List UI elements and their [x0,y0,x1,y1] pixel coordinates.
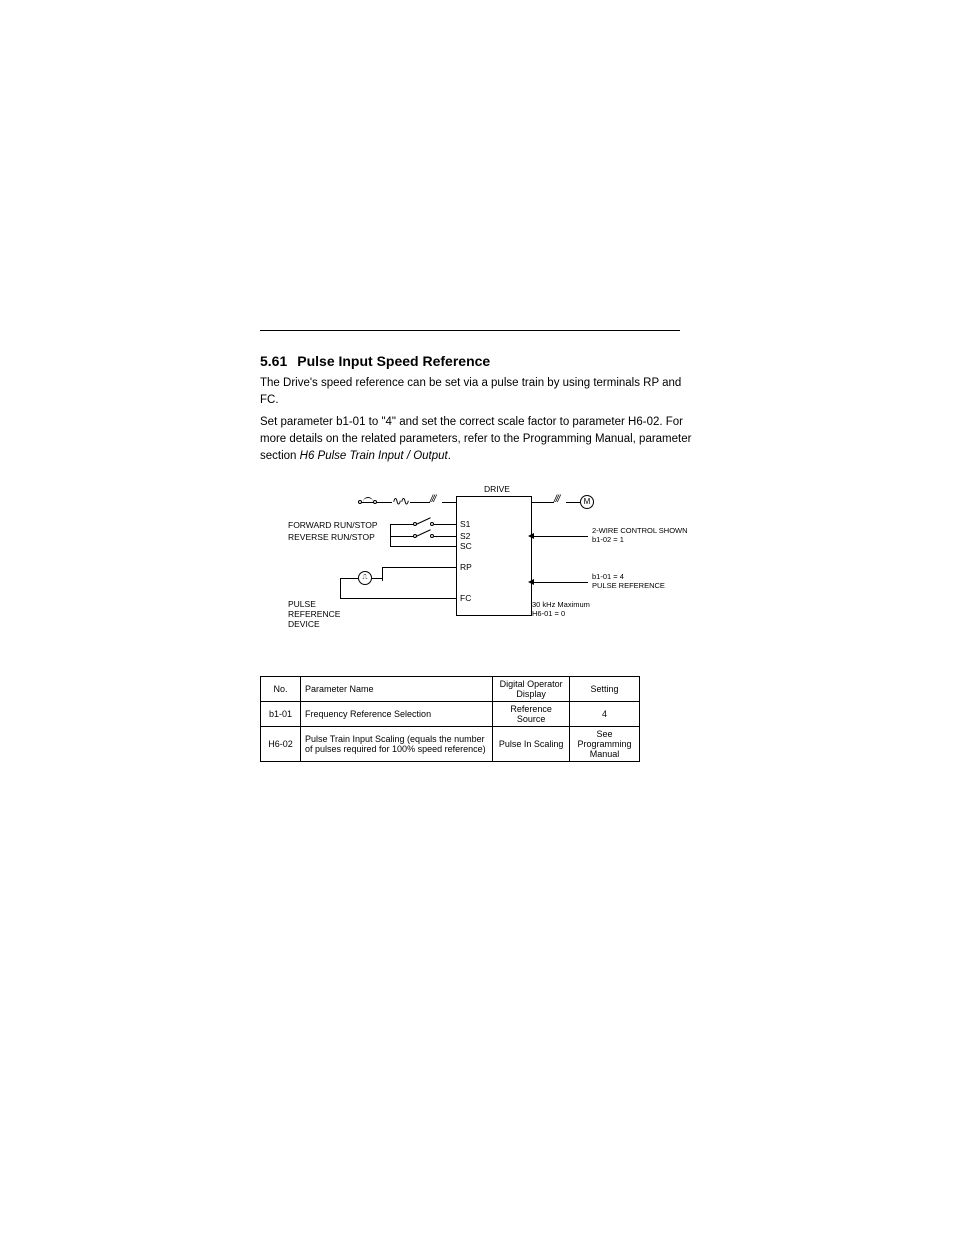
terminal-s1: S1 [460,519,470,529]
three-phase-slash-right: /// [554,494,559,505]
wiring-diagram: DRIVE ∿∿ /// /// M FORWARD RUN/STOP S1 R… [260,472,680,662]
cell-name: Frequency Reference Selection [301,702,493,727]
power-line-left-4 [442,502,456,503]
s2-switch [416,530,431,538]
three-phase-slash-left: /// [430,494,435,505]
annot-ref-text: b1-01 = 4 PULSE REFERENCE [592,572,665,590]
intro-paragraph-1: The Drive's speed reference can be set v… [260,375,694,408]
s1-switch [416,518,431,526]
col-setting: Setting [570,677,640,702]
terminal-sc: SC [460,541,472,551]
page: 5.61 Pulse Input Speed Reference The Dri… [0,0,954,762]
reverse-run-stop-label: REVERSE RUN/STOP [288,532,375,542]
fc-wire [340,598,456,599]
section-title: Pulse Input Speed Reference [297,353,490,369]
table-row: b1-01 Frequency Reference Selection Refe… [261,702,640,727]
cell-no: b1-01 [261,702,301,727]
intro2-suffix: . [448,450,451,462]
section-heading: 5.61 Pulse Input Speed Reference [260,353,694,375]
annot-ref-arrow [528,579,534,585]
cell-setting: See Programming Manual [570,727,640,762]
sc-wire [390,546,456,547]
pulse-source-icon: ⎍ [358,571,372,585]
pulse-left-vert [340,578,341,598]
forward-run-stop-label: FORWARD RUN/STOP [288,520,378,530]
cell-name: Pulse Train Input Scaling (equals the nu… [301,727,493,762]
pulse-conn-left [340,578,358,579]
cell-display: Reference Source [493,702,570,727]
s2-wire-2 [434,536,456,537]
power-line-right-1 [532,502,554,503]
dot [358,500,362,504]
col-name: Parameter Name [301,677,493,702]
col-no: No. [261,677,301,702]
table-row: H6-02 Pulse Train Input Scaling (equals … [261,727,640,762]
cell-no: H6-02 [261,727,301,762]
breaker-icon [363,497,373,503]
annot-mode-arrow [528,533,534,539]
parameter-table: No. Parameter Name Digital Operator Disp… [260,676,640,762]
annot-mode-line [532,536,588,537]
col-display: Digital Operator Display [493,677,570,702]
rp-wire-top [382,567,456,568]
pulse-conn-right [372,578,382,579]
annot-ref-line [532,582,588,583]
terminal-rp: RP [460,562,472,572]
motor-icon: M [580,495,594,509]
terminal-fc: FC [460,593,471,603]
terminal-s2: S2 [460,531,470,541]
drive-label: DRIVE [484,484,510,494]
motor-label: M [584,497,591,506]
intro-paragraph-2: Set parameter b1-01 to "4" and set the c… [260,414,694,464]
resistor-icon: ∿∿ [392,498,408,504]
intro2-link: H6 Pulse Train Input / Output [300,450,448,462]
power-line-left-2 [376,502,392,503]
section-rule [260,330,680,331]
power-line-right-2 [566,502,580,503]
rp-wire-vert [382,567,383,581]
cell-display: Pulse In Scaling [493,727,570,762]
sc-common-vert [390,524,391,546]
cell-setting: 4 [570,702,640,727]
s2-wire-1 [390,536,414,537]
annot-mode-text: 2-WIRE CONTROL SHOWN b1-02 = 1 [592,526,688,544]
s1-wire-2 [434,524,456,525]
table-header-row: No. Parameter Name Digital Operator Disp… [261,677,640,702]
annot-spec-text: 30 kHz Maximum H6-01 = 0 [532,600,590,618]
section-number: 5.61 [260,353,287,369]
s1-wire-1 [390,524,414,525]
power-line-left-3 [410,502,430,503]
pulse-reference-device-label: PULSE REFERENCE DEVICE [288,600,340,629]
